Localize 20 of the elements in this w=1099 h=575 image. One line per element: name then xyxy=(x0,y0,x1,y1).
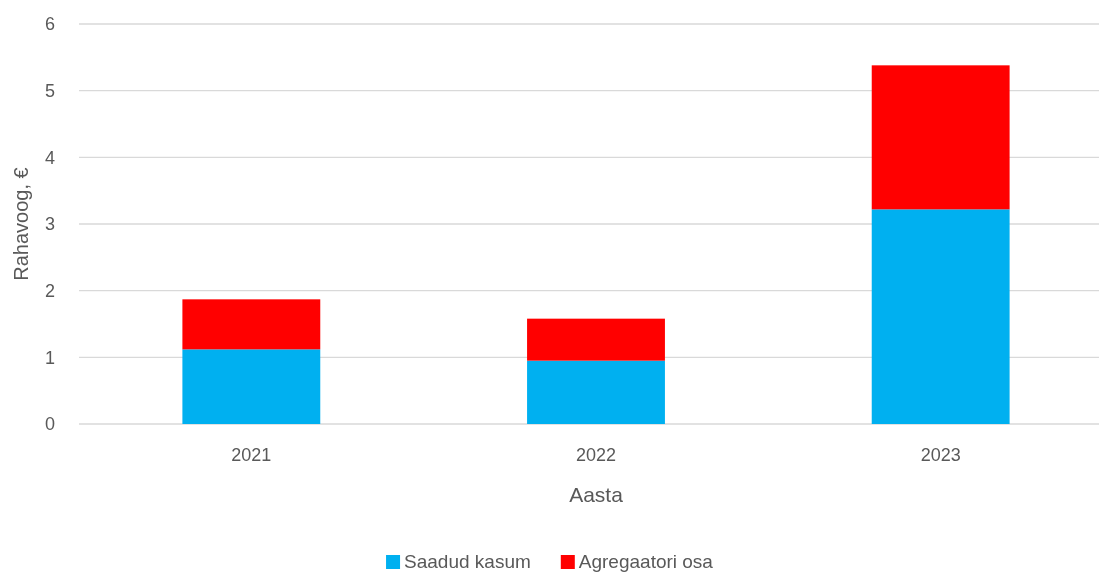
legend-label: Saadud kasum xyxy=(404,551,531,572)
bar xyxy=(527,360,665,424)
y-tick-label: 0 xyxy=(44,414,55,435)
y-tick-label: 5 xyxy=(44,80,55,101)
legend-label: Agregaatori osa xyxy=(578,551,714,572)
bar xyxy=(871,209,1010,424)
x-tick-label: 2023 xyxy=(920,444,961,465)
y-tick-label: 6 xyxy=(44,14,55,35)
x-axis-title: Aasta xyxy=(569,483,624,506)
x-tick-label: 2022 xyxy=(575,444,617,465)
y-tick-label: 2 xyxy=(44,280,55,301)
y-tick-label: 1 xyxy=(44,347,55,368)
bar xyxy=(182,349,321,424)
y-axis-title: Rahavoog, € xyxy=(10,167,32,281)
bar xyxy=(527,318,665,361)
y-tick-label: 3 xyxy=(44,214,55,235)
bar xyxy=(871,65,1010,210)
x-tick-label: 2021 xyxy=(231,444,272,465)
y-tick-label: 4 xyxy=(44,147,55,168)
bar xyxy=(182,299,321,350)
